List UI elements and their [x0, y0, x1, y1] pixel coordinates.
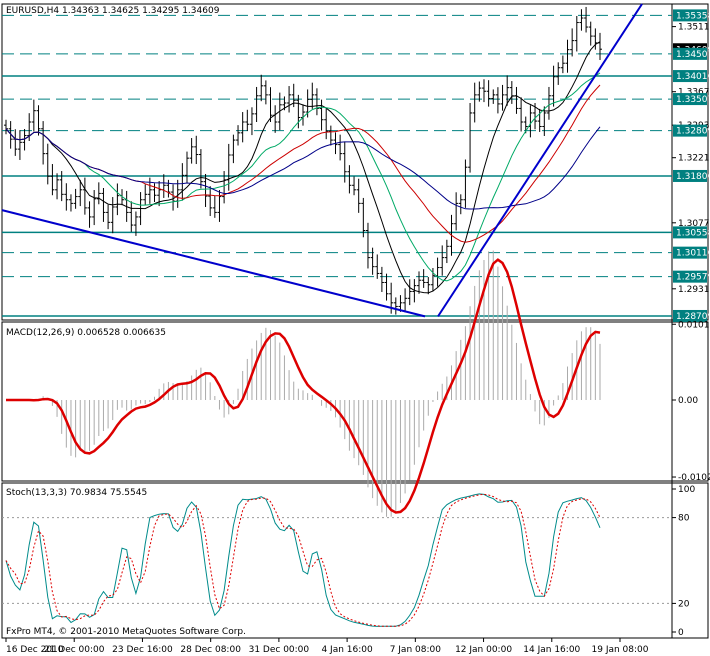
- y-tick-label: 1.29310: [678, 285, 710, 295]
- x-tick-label: 23 Dec 16:00: [112, 645, 173, 655]
- level-label-text: 1.34507: [676, 50, 710, 60]
- x-tick-label: 21 Dec 00:00: [44, 645, 105, 655]
- level-label-text: 1.33507: [676, 95, 710, 105]
- y-tick-label: 1.33670: [678, 88, 710, 98]
- level-label-text: 1.30558: [676, 228, 710, 238]
- x-tick-label: 28 Dec 08:00: [180, 645, 241, 655]
- y-tick-label: 1.35110: [678, 23, 710, 33]
- x-tick-label: 16 Dec 2010: [6, 645, 64, 655]
- macd-panel-frame: [1, 321, 709, 482]
- stoch-y-label: 20: [678, 599, 690, 609]
- macd-signal-line: [6, 258, 601, 514]
- level-label-text: 1.29579: [676, 273, 710, 283]
- stoch-main-line: [5, 493, 601, 627]
- x-tick-label: 19 Jan 08:00: [592, 645, 649, 655]
- ma-black-line: [5, 41, 601, 294]
- x-tick-label: 7 Jan 08:00: [390, 645, 442, 655]
- level-label-box: [673, 9, 707, 22]
- x-tick-label: 12 Jan 00:00: [455, 645, 512, 655]
- ma-blue-line: [5, 126, 601, 210]
- level-label-box: [673, 169, 707, 182]
- level-label-box: [673, 226, 707, 239]
- level-label-box: [673, 246, 707, 259]
- level-label-box: [673, 270, 707, 283]
- price-bars: [4, 6, 602, 315]
- level-label-text: 1.30110: [676, 249, 710, 259]
- level-label-text: 1.35358: [676, 11, 710, 21]
- level-label-box: [673, 47, 707, 60]
- stoch-y-label: 0: [678, 628, 684, 638]
- x-tick-label: 31 Dec 00:00: [249, 645, 310, 655]
- stoch-y-label: 80: [678, 514, 690, 524]
- y-tick-label: 1.30770: [678, 219, 710, 229]
- level-label-text: 1.34016: [676, 72, 710, 82]
- level-label-box: [673, 309, 707, 322]
- stoch-y-label: 100: [678, 485, 695, 495]
- trend-line-rising: [437, 3, 643, 317]
- x-tick-label: 4 Jan 16:00: [321, 645, 373, 655]
- level-label-box: [673, 93, 707, 106]
- level-label-text: 1.32809: [676, 127, 710, 137]
- level-label-text: 1.31806: [676, 172, 710, 182]
- macd-histogram: [33, 250, 601, 517]
- stoch-panel-frame: [1, 482, 709, 639]
- main-panel-frame: [1, 3, 709, 321]
- x-tick-label: 14 Jan 16:00: [523, 645, 580, 655]
- level-label-box: [673, 70, 707, 83]
- macd-y-label: 0.00: [678, 396, 698, 406]
- trend-line-falling: [1, 209, 426, 318]
- stoch-signal-line: [5, 493, 601, 627]
- level-label-text: 1.28709: [676, 312, 710, 322]
- macd-y-label: -0.01027: [678, 473, 710, 483]
- ma-green-line: [5, 72, 601, 282]
- level-label-box: [673, 124, 707, 137]
- y-tick-label: 1.32210: [678, 154, 710, 164]
